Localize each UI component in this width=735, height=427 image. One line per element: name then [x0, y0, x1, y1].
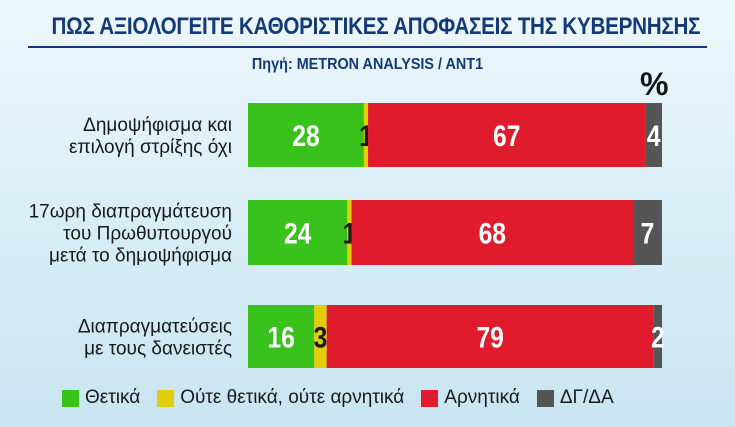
data-label: 24	[284, 216, 312, 250]
legend-dk-na: ΔΓ/ΔΑ	[536, 387, 614, 409]
bar-segment-negative	[368, 103, 646, 167]
category-label: επιλογή στρίξης όχι	[69, 137, 232, 158]
bar-segment-positive	[248, 305, 315, 368]
data-label: 2	[651, 320, 665, 354]
category-label: Δημοψήφισμα και	[83, 115, 232, 136]
data-label: 3	[314, 320, 328, 354]
data-label: 67	[493, 119, 520, 153]
category-label: Διαπραγματεύσεις	[78, 317, 232, 338]
legend-label: Ούτε θετικά, ούτε αρνητικά	[180, 387, 405, 408]
data-label: 4	[647, 119, 661, 153]
bar-segment-negative	[326, 305, 654, 368]
data-label: 7	[641, 216, 655, 250]
legend-swatch	[157, 389, 175, 407]
bar-segment-positive	[248, 103, 364, 167]
bar-segment-positive	[248, 200, 348, 265]
legend-positive: Θετικά	[62, 387, 140, 409]
legend-label: ΔΓ/ΔΑ	[559, 387, 614, 408]
bar-segment-negative	[351, 200, 634, 265]
chart-title: ΠΩΣ ΑΞΙΟΛΟΓΕΙΤΕ ΚΑΘΟΡΙΣΤΙΚΕΣ ΑΠΟΦΑΣΕΙΣ Τ…	[51, 13, 701, 40]
legend-label: Αρνητικά	[444, 387, 520, 408]
legend-label: Θετικά	[85, 387, 141, 408]
chart-source: Πηγή: METRON ANALYSIS / ANT1	[251, 56, 484, 73]
data-label: 28	[292, 119, 319, 153]
category-label: 17ωρη διαπραγμάτευση	[29, 202, 232, 223]
chart-legend: Θετικά Ούτε θετικά, ούτε αρνητικά Αρνητικά…	[62, 386, 614, 410]
bar-segment-neutral	[314, 305, 327, 368]
bar-segment-neutral	[347, 200, 352, 265]
legend-neutral: Ούτε θετικά, ούτε αρνητικά	[157, 387, 404, 409]
legend-negative: Αρνητικά	[421, 387, 520, 409]
bar-segment-dk-na	[633, 200, 662, 265]
bar-segment-dk-na	[645, 103, 662, 167]
category-label: μετά το δημοψήφισμα	[49, 246, 232, 267]
data-label: 68	[479, 216, 506, 250]
bar-segment-dk-na	[653, 305, 662, 368]
data-label: 16	[267, 320, 294, 354]
title-divider	[28, 46, 707, 48]
legend-swatch	[62, 389, 79, 407]
category-label: με τους δανειστές	[84, 339, 232, 360]
bar-segment-neutral	[363, 103, 369, 167]
data-label: 79	[477, 320, 504, 354]
legend-swatch	[536, 389, 554, 407]
unit-label: %	[640, 66, 669, 102]
category-label: του Πρωθυπουργού	[63, 224, 232, 245]
legend-swatch	[421, 389, 439, 407]
